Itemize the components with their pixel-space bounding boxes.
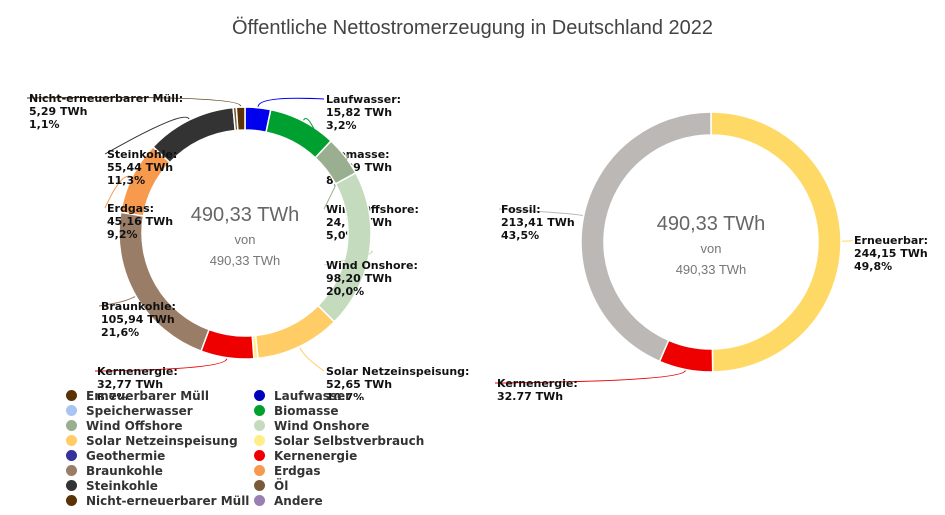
label-fossil: Fossil: 213,41 TWh 43,5% xyxy=(501,203,575,242)
slice-fossil[interactable] xyxy=(580,111,712,363)
legend-label: Braunkohle xyxy=(86,463,163,478)
legend-swatch xyxy=(254,450,265,461)
legend-swatch xyxy=(66,390,77,401)
center-value: 490,33 TWh xyxy=(657,213,766,235)
legend-swatch xyxy=(66,435,77,446)
center-von: von xyxy=(235,232,256,247)
legend-item-solar-netzeinspeisung[interactable]: Solar Netzeinspeisung xyxy=(66,433,238,448)
legend-item-braunkohle[interactable]: Braunkohle xyxy=(66,463,163,478)
legend-swatch xyxy=(254,405,265,416)
slice-solar-netzeinspeisung[interactable] xyxy=(254,304,336,360)
legend-swatch xyxy=(66,405,77,416)
donut-detail: Laufwasser: 15,82 TWh 3,2%Biomasse: 41,89 T… xyxy=(26,92,469,400)
center-value: 490,33 TWh xyxy=(191,204,300,226)
legend-label: Wind Onshore xyxy=(274,418,370,433)
connector-fossil xyxy=(498,208,583,217)
legend-label: Erneuerbarer Müll xyxy=(86,388,209,403)
legend-label: Kernenergie xyxy=(274,448,358,463)
label-wind-onshore: Wind Onshore: 98,20 TWh 20,0% xyxy=(326,259,418,298)
legend-item-nicht-erneuerbarer-muell[interactable]: Nicht-erneuerbarer Müll xyxy=(66,493,249,508)
legend-label: Geothermie xyxy=(86,448,166,463)
label-braunkohle: Braunkohle: 105,94 TWh 21,6% xyxy=(101,300,176,339)
slice-wind-onshore[interactable] xyxy=(317,171,372,323)
donut-summary: Erneuerbar: 244,15 TWh 49,8% Kernenergie: 32… xyxy=(494,111,928,400)
legend-label: Wind Offshore xyxy=(86,418,183,433)
legend-swatch xyxy=(254,465,265,476)
label-steinkohle: Steinkohle: 55,44 TWh 11,3% xyxy=(107,148,177,187)
legend-item-solar-selbstverbrauch[interactable]: Solar Selbstverbrauch xyxy=(254,433,424,448)
label-erneuerbar: Erneuerbar: 244,15 TWh 49,8% xyxy=(854,234,928,273)
legend-swatch xyxy=(66,495,77,506)
legend-swatch xyxy=(66,420,77,431)
slice-kernenergie[interactable] xyxy=(658,339,714,373)
connector-kernenergie xyxy=(94,358,228,372)
slice-nicht-erneuerbarer-muell[interactable] xyxy=(235,106,246,132)
connector-solar-netzeinspeisung xyxy=(299,347,325,372)
legend-swatch xyxy=(66,465,77,476)
legend-item-andere[interactable]: Andere xyxy=(254,493,323,508)
connector-wind-offshore xyxy=(323,154,348,210)
chart-canvas: Laufwasser: 15,82 TWh 3,2%Biomasse: 41,89 T… xyxy=(26,92,928,400)
legend-swatch xyxy=(66,480,77,491)
connector-kernenergie xyxy=(494,370,686,384)
legend-item-erdgas[interactable]: Erdgas xyxy=(254,463,321,478)
legend-swatch xyxy=(254,435,265,446)
center-total: 490,33 TWh xyxy=(676,262,747,277)
connector-steinkohle xyxy=(104,116,190,155)
legend-label: Erdgas xyxy=(274,463,321,478)
connector-wind-onshore xyxy=(323,250,373,266)
legend-label: Biomasse xyxy=(274,403,339,418)
slice-erneuerbar[interactable] xyxy=(710,111,842,373)
legend-label: Nicht-erneuerbarer Müll xyxy=(86,493,250,508)
legend-item-kernenergie[interactable]: Kernenergie xyxy=(254,448,357,463)
legend-label: Andere xyxy=(274,493,323,508)
legend-label: Solar Netzeinspeisung xyxy=(86,433,238,448)
legend-item-laufwasser[interactable]: Laufwasser xyxy=(254,388,351,403)
label-nicht-erneuerbarer-muell: Nicht-erneuerbarer Müll: 5,29 TWh 1,1% xyxy=(29,92,183,131)
legend-item-wind-onshore[interactable]: Wind Onshore xyxy=(254,418,369,433)
legend-item-oel[interactable]: Öl xyxy=(254,478,288,493)
legend-swatch xyxy=(254,420,265,431)
legend-item-wind-offshore[interactable]: Wind Offshore xyxy=(66,418,183,433)
connector-laufwasser xyxy=(257,97,325,107)
center-total: 490,33 TWh xyxy=(210,253,281,268)
connector-biomasse xyxy=(303,118,325,155)
connector-nicht-erneuerbarer-muell xyxy=(26,96,242,107)
legend-item-geothermie[interactable]: Geothermie xyxy=(66,448,165,463)
legend-label: Laufwasser xyxy=(274,388,352,403)
chart-title: Öffentliche Nettostromerzeugung in Deuts… xyxy=(231,17,714,39)
legend-swatch xyxy=(254,480,265,491)
legend-label: Solar Selbstverbrauch xyxy=(274,433,425,448)
legend-item-biomasse[interactable]: Biomasse xyxy=(254,403,339,418)
connector-erdgas xyxy=(104,175,132,209)
legend-item-speicherwasser[interactable]: Speicherwasser xyxy=(66,403,193,418)
legend-swatch xyxy=(254,390,265,401)
legend-swatch xyxy=(66,450,77,461)
legend-item-steinkohle[interactable]: Steinkohle xyxy=(66,478,158,493)
legend-label: Öl xyxy=(274,478,289,493)
connector-braunkohle xyxy=(98,296,136,307)
connector-erneuerbar xyxy=(841,239,853,242)
legend-swatch xyxy=(254,495,265,506)
label-erdgas: Erdgas: 45,16 TWh 9,2% xyxy=(107,202,173,241)
legend-label: Steinkohle xyxy=(86,478,158,493)
legend-item-erneuerbarer-muell[interactable]: Erneuerbarer Müll xyxy=(66,388,209,403)
label-wind-offshore: Wind Offshore: 24,75 TWh 5,0% xyxy=(326,203,419,242)
label-laufwasser: Laufwasser: 15,82 TWh 3,2% xyxy=(326,93,401,132)
legend: Erneuerbarer Müll Laufwasser Speicherwasse… xyxy=(66,388,466,510)
slice-kernenergie[interactable] xyxy=(200,328,255,360)
center-von: von xyxy=(701,241,722,256)
legend-label: Speicherwasser xyxy=(86,403,193,418)
label-solar-netzeinspeisung: Solar Netzeinspeisung: 52,65 TWh 10,7% xyxy=(326,365,469,400)
